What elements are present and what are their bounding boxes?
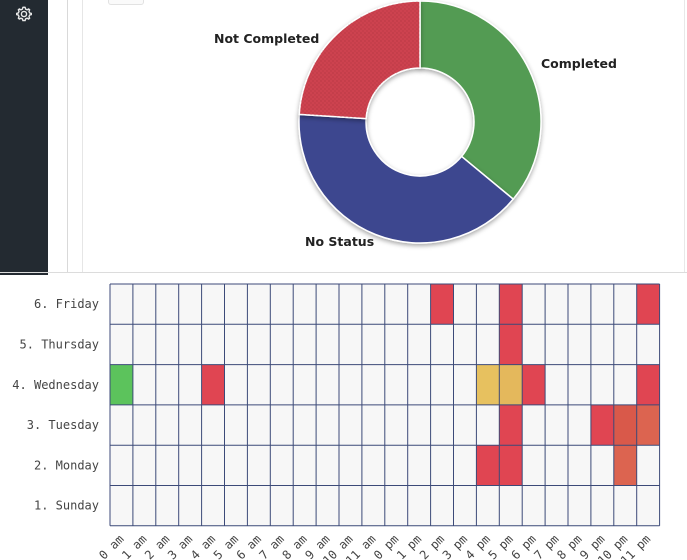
panel-tab[interactable] — [108, 0, 144, 5]
heatmap-cell[interactable] — [499, 404, 523, 446]
donut-label-no-status: No Status — [305, 234, 374, 249]
heatmap-cell[interactable] — [476, 364, 500, 405]
donut-chart: Completed No Status Not Completed — [214, 0, 617, 249]
y-tick-label: 3. Tuesday — [27, 418, 99, 432]
donut-label-completed: Completed — [541, 56, 617, 71]
heatmap-cell[interactable] — [201, 364, 225, 405]
panel-border — [67, 0, 68, 272]
heatmap-cell[interactable] — [613, 404, 637, 446]
sidebar — [0, 0, 48, 275]
heatmap-cell[interactable] — [499, 284, 523, 325]
y-tick-label: 2. Monday — [34, 458, 99, 472]
heatmap-cell[interactable] — [110, 364, 133, 405]
donut-slice-completed[interactable] — [419, 0, 542, 201]
heatmap-cell[interactable] — [499, 364, 523, 405]
heatmap-cell[interactable] — [522, 364, 546, 405]
heatmap-cell[interactable] — [590, 404, 614, 446]
heatmap-cell[interactable] — [499, 324, 523, 365]
donut-slice-texture — [299, 1, 420, 119]
donut-label-not-completed: Not Completed — [214, 31, 319, 46]
heatmap-cell[interactable] — [476, 445, 500, 486]
y-tick-label: 5. Thursday — [20, 337, 99, 351]
panel-divider — [0, 272, 687, 273]
y-tick-label: 6. Friday — [34, 297, 99, 311]
heatmap-cell[interactable] — [636, 404, 660, 446]
gear-icon[interactable] — [14, 4, 34, 24]
heatmap-cell[interactable] — [430, 284, 454, 325]
heatmap-cell[interactable] — [613, 445, 637, 486]
panel-border — [684, 0, 685, 272]
y-tick-label: 1. Sunday — [34, 499, 99, 513]
panel-border — [82, 0, 83, 272]
donut-slice-no-status[interactable] — [298, 113, 515, 244]
heatmap-cell[interactable] — [499, 445, 523, 486]
y-tick-label: 4. Wednesday — [12, 378, 99, 392]
heatmap-chart: 6. Friday 5. Thursday 4. Wednesday 3. Tuesd… — [12, 283, 661, 560]
heatmap-cell[interactable] — [636, 284, 660, 325]
heatmap-cell[interactable] — [636, 364, 660, 405]
